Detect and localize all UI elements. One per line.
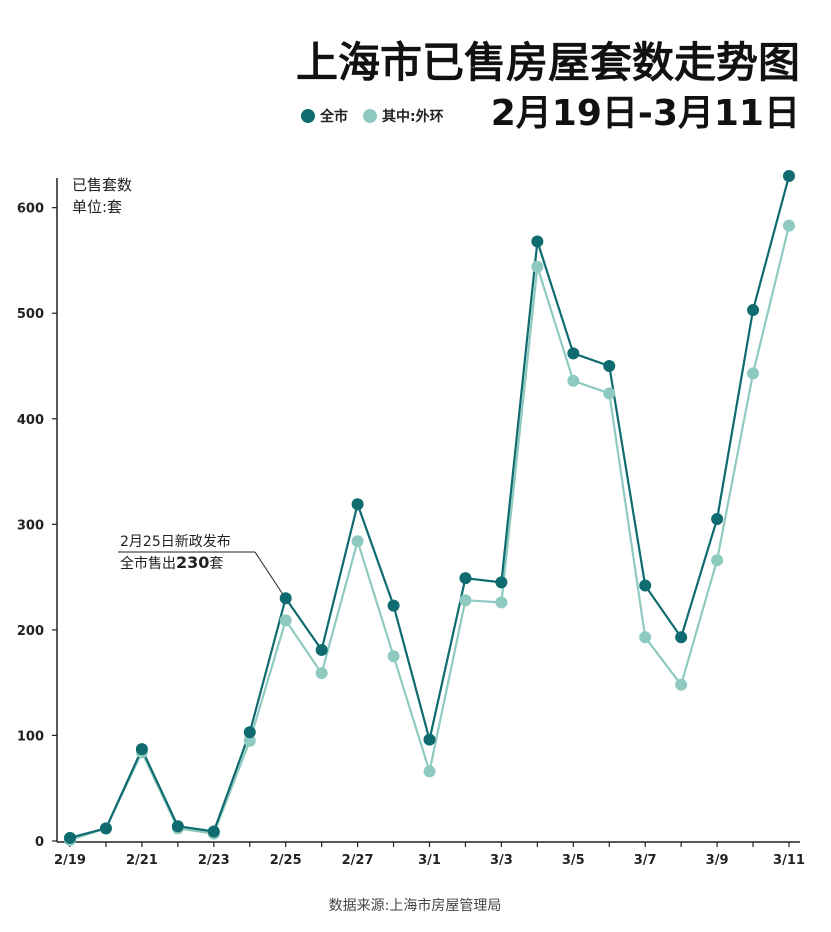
series-1-point-9 (387, 650, 400, 663)
y-tick-label-100: 100 (17, 729, 44, 744)
legend-label-outer-ring: 其中:外环 (382, 108, 444, 125)
series-1-point-15 (603, 387, 616, 400)
x-tick-label-3-3: 3/3 (490, 853, 513, 868)
x-tick-label-3-9: 3/9 (706, 853, 729, 868)
series-0-point-6 (279, 592, 292, 605)
legend-marker-all-city (301, 109, 315, 123)
x-tick-label-2-23: 2/23 (198, 853, 230, 868)
series-1-point-13 (531, 260, 544, 273)
series-0-point-1 (99, 822, 112, 835)
chart-header: 上海市已售房屋套数走势图 2月19日-3月11日 (296, 38, 800, 134)
annotation: 2月25日新政发布 全市售出230套 (118, 534, 285, 597)
series-0-point-15 (603, 360, 616, 372)
series-0-point-2 (135, 743, 148, 756)
series-0-point-18 (711, 513, 724, 526)
series-0-point-3 (171, 820, 184, 833)
series-0-point-14 (567, 347, 580, 360)
y-tick-label-200: 200 (17, 624, 44, 639)
series-layer (64, 170, 795, 846)
legend-marker-outer-ring (363, 109, 377, 123)
series-1-point-6 (279, 614, 292, 627)
series-0-point-17 (675, 631, 688, 644)
series-1-point-19 (747, 367, 760, 380)
series-1-point-11 (459, 594, 472, 607)
series-1-point-12 (495, 596, 508, 609)
y-axis-title: 已售套数 单位:套 (72, 176, 132, 216)
series-0-point-13 (531, 235, 544, 248)
annotation-leader-diagonal (254, 551, 285, 597)
series-0-point-19 (747, 304, 760, 317)
y-axis-title-line2: 单位:套 (72, 198, 122, 216)
series-1-point-5 (243, 734, 256, 747)
annotation-line2-prefix: 全市售出 (120, 555, 176, 572)
y-ticks: 0 100 200 300 400 500 600 (17, 202, 57, 850)
y-tick-label-600: 600 (17, 202, 44, 217)
series-line-1 (69, 225, 791, 841)
x-ticks: 2/19 2/21 2/23 2/25 2/27 3/1 3/3 3/5 3/7 3/9 3/11 (54, 842, 805, 868)
series-1-point-10 (423, 765, 436, 778)
x-tick-label-2-19: 2/19 (54, 853, 86, 868)
x-tick-label-2-25: 2/25 (270, 853, 302, 868)
y-tick-label-400: 400 (17, 413, 44, 428)
legend: 全市 其中:外环 (301, 108, 444, 125)
series-1-point-14 (567, 374, 580, 387)
x-tick-label-2-21: 2/21 (126, 853, 158, 868)
y-tick-label-0: 0 (35, 835, 44, 850)
data-source: 数据来源:上海市房屋管理局 (329, 897, 502, 914)
series-0-point-9 (387, 599, 400, 612)
series-0-point-0 (64, 831, 76, 844)
y-axis-title-line1: 已售套数 (72, 176, 132, 194)
x-tick-label-3-11: 3/11 (773, 853, 805, 868)
annotation-line2-suffix: 套 (209, 556, 223, 572)
annotation-line1: 2月25日新政发布 (120, 534, 231, 550)
series-0-point-20 (783, 170, 795, 182)
series-1-point-20 (783, 219, 795, 232)
legend-label-all-city: 全市 (319, 108, 348, 125)
series-0-point-10 (423, 733, 436, 746)
series-0-point-11 (459, 572, 472, 585)
x-tick-label-3-5: 3/5 (562, 853, 585, 868)
series-1-point-16 (639, 631, 652, 644)
x-tick-label-3-1: 3/1 (418, 853, 441, 868)
y-tick-label-300: 300 (17, 518, 44, 533)
y-tick-label-500: 500 (17, 307, 44, 322)
series-0-point-7 (315, 643, 328, 656)
chart-title: 上海市已售房屋套数走势图 (296, 38, 800, 87)
series-1-point-7 (315, 667, 328, 680)
series-0-point-12 (495, 576, 508, 589)
chart-subtitle: 2月19日-3月11日 (491, 93, 800, 134)
series-1-point-17 (675, 678, 688, 691)
series-1-point-18 (711, 554, 724, 567)
series-0-point-4 (207, 825, 220, 838)
series-0-point-8 (351, 498, 364, 511)
annotation-line2-value: 230 (176, 553, 209, 572)
annotation-line2: 全市售出230套 (120, 553, 223, 572)
series-0-point-16 (639, 579, 652, 592)
x-tick-label-2-27: 2/27 (342, 853, 374, 868)
x-tick-label-3-7: 3/7 (634, 853, 657, 868)
series-1-point-8 (351, 535, 364, 548)
series-0-point-5 (243, 726, 256, 739)
